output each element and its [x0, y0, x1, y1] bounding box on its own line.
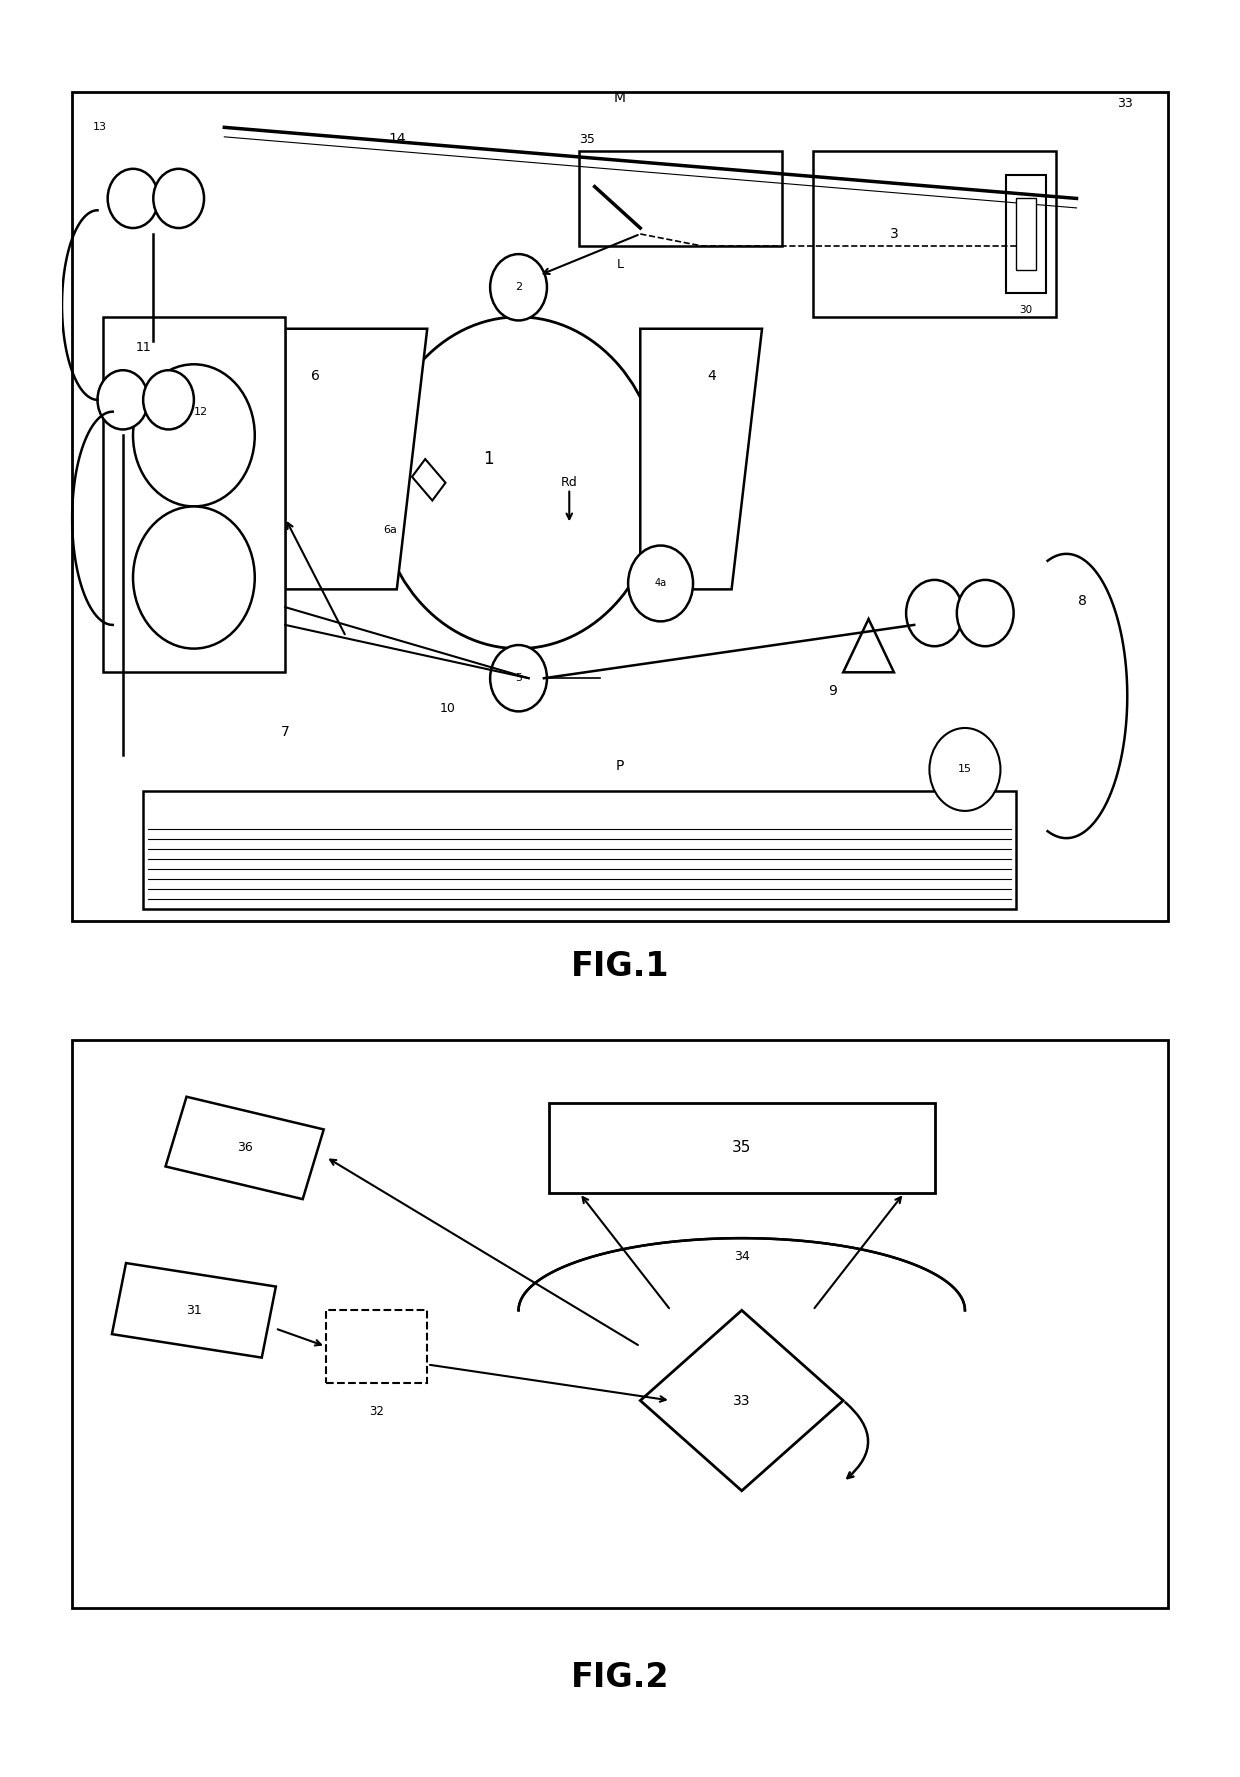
Text: 10: 10 — [440, 702, 455, 714]
Text: 31: 31 — [186, 1304, 202, 1317]
Text: 4a: 4a — [655, 579, 667, 588]
Text: 35: 35 — [732, 1141, 751, 1155]
Text: 4: 4 — [707, 370, 715, 384]
Text: 5: 5 — [515, 673, 522, 682]
Circle shape — [377, 316, 661, 649]
Text: 32: 32 — [370, 1406, 384, 1418]
Polygon shape — [285, 329, 428, 590]
Text: 13: 13 — [93, 123, 107, 131]
Text: 3: 3 — [889, 227, 898, 242]
Text: 30: 30 — [1019, 306, 1033, 315]
Circle shape — [133, 364, 254, 506]
Text: 1: 1 — [482, 450, 494, 467]
Circle shape — [490, 254, 547, 320]
Text: 7: 7 — [280, 725, 290, 739]
Circle shape — [98, 370, 149, 430]
Bar — [812, 151, 1056, 316]
Text: 12: 12 — [193, 407, 208, 416]
Bar — [1006, 174, 1047, 293]
Text: 9: 9 — [828, 684, 837, 698]
Text: M: M — [614, 91, 626, 105]
Bar — [143, 791, 1016, 910]
Text: L: L — [616, 258, 624, 270]
Circle shape — [108, 169, 159, 227]
Bar — [326, 1310, 428, 1383]
Polygon shape — [412, 458, 445, 501]
Bar — [579, 151, 782, 245]
Circle shape — [133, 506, 254, 649]
Polygon shape — [640, 1310, 843, 1491]
Polygon shape — [165, 1096, 324, 1199]
Circle shape — [930, 729, 1001, 810]
Circle shape — [906, 579, 963, 647]
Bar — [549, 1104, 935, 1192]
Text: 36: 36 — [237, 1141, 253, 1155]
Circle shape — [154, 169, 205, 227]
Polygon shape — [112, 1263, 275, 1358]
Circle shape — [957, 579, 1013, 647]
Text: 14: 14 — [388, 131, 405, 146]
Text: Rd: Rd — [560, 476, 578, 489]
Text: 33: 33 — [1117, 98, 1133, 110]
Polygon shape — [640, 329, 763, 590]
Text: P: P — [616, 759, 624, 773]
Text: 34: 34 — [734, 1249, 750, 1263]
Text: 15: 15 — [959, 764, 972, 775]
Text: 11: 11 — [135, 341, 151, 354]
Text: FIG.2: FIG.2 — [570, 1661, 670, 1693]
Circle shape — [143, 370, 193, 430]
Bar — [103, 316, 285, 672]
Text: 2: 2 — [515, 283, 522, 291]
Text: 8: 8 — [1078, 594, 1086, 608]
Text: 6a: 6a — [383, 526, 397, 535]
Text: FIG.1: FIG.1 — [570, 951, 670, 983]
Text: 33: 33 — [733, 1393, 750, 1407]
Bar — [1016, 199, 1035, 270]
Text: 35: 35 — [579, 133, 595, 146]
Text: 6: 6 — [311, 370, 320, 384]
Circle shape — [490, 645, 547, 711]
Circle shape — [629, 546, 693, 622]
